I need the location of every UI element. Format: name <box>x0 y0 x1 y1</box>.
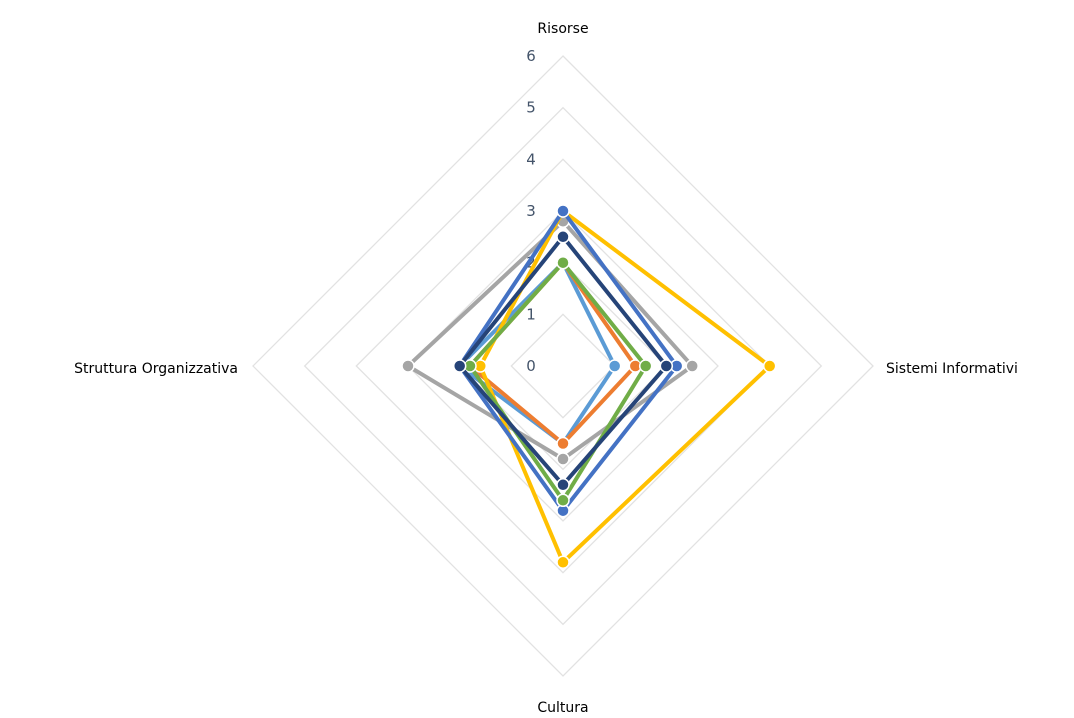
tick-label-3: 3 <box>526 202 536 220</box>
axis-label-risorse: Risorse <box>537 21 588 37</box>
tick-label-4: 4 <box>526 150 536 168</box>
grid-ring-3 <box>407 210 719 522</box>
series-4-point-3 <box>556 555 570 570</box>
series-6 <box>463 255 653 508</box>
series-group <box>401 204 777 570</box>
series-6-point-3 <box>556 493 570 508</box>
tick-label-1: 1 <box>526 305 536 323</box>
tick-label-2: 2 <box>526 254 536 272</box>
series-7-point-1 <box>556 230 570 244</box>
series-1-point-2 <box>607 359 622 373</box>
axis-label-sistemi-informativi: Sistemi Informativi <box>886 361 1018 377</box>
series-3-point-2 <box>685 359 699 373</box>
series-7-point-4 <box>452 359 467 373</box>
axis-label-cultura: Cultura <box>537 700 588 716</box>
tick-label-0: 0 <box>526 357 536 375</box>
series-7 <box>452 230 674 492</box>
series-5-point-1 <box>556 204 570 218</box>
series-6-point-2 <box>638 359 653 373</box>
grid-ring-5 <box>303 106 823 626</box>
grid <box>252 55 874 677</box>
series-3-line <box>404 218 696 462</box>
series-6-point-1 <box>556 255 570 270</box>
tick-label-5: 5 <box>526 99 536 117</box>
grid-ring-4 <box>355 158 771 574</box>
series-2-point-3 <box>556 436 570 451</box>
radial-tick-labels: 0 1 2 3 4 5 6 <box>526 47 536 375</box>
series-3-point-3 <box>556 452 570 466</box>
axis-label-struttura-organizzativa: Struttura Organizzativa <box>74 361 238 377</box>
tick-label-6: 6 <box>526 47 536 65</box>
grid-ring-1 <box>510 313 616 419</box>
series-4-line <box>478 208 773 566</box>
series-7-point-3 <box>556 478 570 492</box>
grid-ring-6 <box>252 55 874 677</box>
series-3-point-4 <box>401 359 415 373</box>
series-4-point-2 <box>762 359 777 373</box>
series-7-point-2 <box>659 359 674 373</box>
